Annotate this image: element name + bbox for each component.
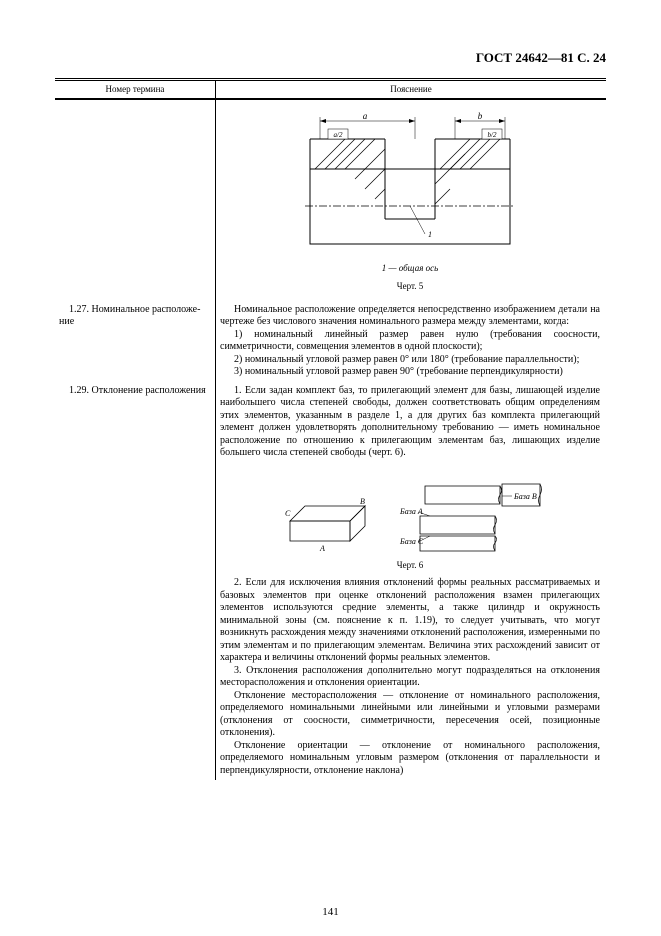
doc-header: ГОСТ 24642—81 С. 24: [55, 50, 606, 66]
svg-text:a: a: [363, 111, 368, 121]
svg-text:a/2: a/2: [334, 131, 343, 139]
paragraph: Номинальное расположение определяется не…: [220, 304, 600, 329]
paragraph: Отклонение месторасположения — отклонени…: [220, 690, 600, 740]
paragraph: Отклонение ориентации — отклонение от но…: [220, 740, 600, 778]
table-row: a b a/2 b/2: [55, 99, 606, 301]
svg-text:База A: База A: [399, 507, 423, 516]
page-number: 141: [0, 906, 661, 918]
paragraph: 2. Если для исключения влияния отклонени…: [220, 577, 600, 665]
term-number-129: 1.29. Отклонение расположения: [59, 385, 209, 398]
figure-5-axis-label: 1 — общая ось: [220, 263, 600, 274]
svg-text:A: A: [319, 544, 325, 553]
svg-text:База C: База C: [399, 537, 424, 546]
col-header-term: Номер термина: [55, 81, 216, 99]
paragraph: 1. Если задан комплект баз, то прилегающ…: [220, 385, 600, 460]
svg-text:b/2: b/2: [488, 131, 497, 139]
term-number-127: 1.27. Номинальное расположе­ние: [59, 304, 209, 329]
svg-text:C: C: [285, 509, 291, 518]
table-row: 1.27. Номинальное расположе­ние Номиналь…: [55, 301, 606, 382]
paragraph: 3. Отклонения расположения дополнительно…: [220, 665, 600, 690]
figure-5-caption: Черт. 5: [220, 281, 600, 292]
content-table: Номер термина Пояснение: [55, 81, 606, 780]
table-row: 1.29. Отклонение расположения 1. Если за…: [55, 382, 606, 780]
svg-text:b: b: [478, 111, 483, 121]
page: ГОСТ 24642—81 С. 24 Номер термина Поясне…: [0, 0, 661, 936]
paragraph: 3) номинальный угловой размер равен 90° …: [220, 366, 600, 379]
svg-text:База B: База B: [513, 492, 537, 501]
figure-6-caption: Черт. 6: [220, 560, 600, 571]
svg-text:1: 1: [428, 230, 432, 239]
content-table-wrap: Номер термина Пояснение: [55, 78, 606, 780]
paragraph: 2) номинальный угловой размер равен 0° и…: [220, 354, 600, 367]
svg-text:B: B: [360, 497, 365, 506]
figure-5: a b a/2 b/2: [290, 109, 530, 259]
figure-6: C B A: [270, 466, 550, 556]
col-header-expl: Пояснение: [216, 81, 607, 99]
paragraph: 1) номинальный линейный размер равен нул…: [220, 329, 600, 354]
